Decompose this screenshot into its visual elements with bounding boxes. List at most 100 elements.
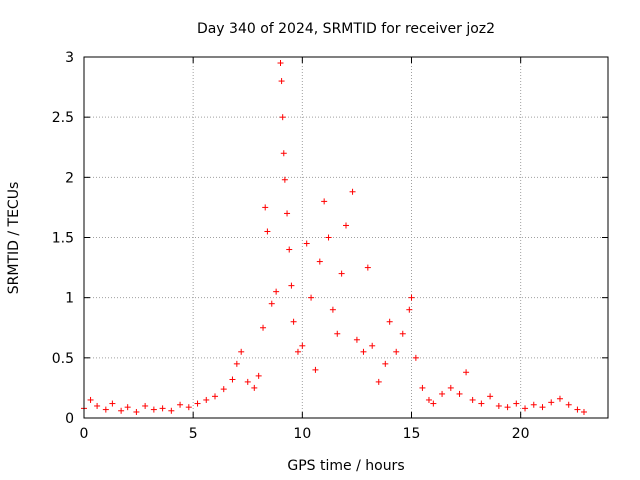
y-axis-label: SRMTID / TECUs	[6, 182, 22, 295]
data-point	[513, 400, 520, 407]
data-point	[251, 384, 258, 391]
data-point	[369, 342, 376, 349]
data-point	[556, 395, 563, 402]
data-point	[487, 393, 494, 400]
x-axis-label: GPS time / hours	[287, 458, 404, 474]
data-point	[294, 348, 301, 355]
data-point	[325, 234, 332, 241]
data-point	[303, 240, 310, 247]
data-point	[288, 282, 295, 289]
x-tick-label: 20	[512, 426, 530, 442]
data-point	[469, 396, 476, 403]
data-point	[386, 318, 393, 325]
data-point	[299, 342, 306, 349]
x-tick-label: 5	[189, 426, 198, 442]
y-tick-label: 2.5	[52, 110, 74, 126]
data-point	[262, 204, 269, 211]
data-point	[229, 376, 236, 383]
y-tick-label: 3	[65, 50, 74, 66]
data-point	[321, 198, 328, 205]
data-point	[316, 258, 323, 265]
data-point	[290, 318, 297, 325]
data-point	[580, 408, 587, 415]
data-points	[81, 60, 587, 415]
data-point	[338, 270, 345, 277]
data-point	[185, 404, 192, 411]
data-point	[312, 366, 319, 373]
data-point	[238, 348, 245, 355]
data-point	[456, 390, 463, 397]
data-point	[94, 402, 101, 409]
data-point	[278, 78, 285, 85]
data-point	[419, 384, 426, 391]
y-tick-label: 1	[65, 291, 74, 307]
data-point	[439, 390, 446, 397]
data-point	[425, 396, 432, 403]
data-point	[495, 402, 502, 409]
data-point	[353, 336, 360, 343]
data-point	[168, 407, 175, 414]
data-point	[412, 354, 419, 361]
x-tick-label: 15	[403, 426, 421, 442]
data-point	[109, 400, 116, 407]
data-point	[530, 401, 537, 408]
data-point	[102, 406, 109, 413]
data-point	[349, 188, 356, 195]
data-point	[159, 405, 166, 412]
data-point	[268, 300, 275, 307]
axis-ticks: 0 5 10 15 20 0 0.5 1 1.5 2 2.5 3	[52, 50, 608, 442]
data-point	[277, 60, 284, 67]
data-point	[478, 400, 485, 407]
data-point	[244, 378, 251, 385]
data-point	[280, 150, 287, 157]
chart-title: Day 340 of 2024, SRMTID for receiver joz…	[197, 21, 495, 37]
data-point	[408, 294, 415, 301]
data-point	[133, 408, 140, 415]
data-point	[233, 360, 240, 367]
x-tick-label: 0	[80, 426, 89, 442]
data-point	[203, 396, 210, 403]
data-point	[463, 369, 470, 376]
data-point	[87, 396, 94, 403]
data-point	[124, 404, 131, 411]
data-point	[565, 401, 572, 408]
data-point	[375, 378, 382, 385]
data-point	[118, 407, 125, 414]
y-tick-label: 1.5	[52, 231, 74, 247]
grid-lines	[84, 57, 608, 418]
data-point	[343, 222, 349, 229]
data-point	[399, 330, 406, 337]
data-point	[220, 386, 227, 393]
data-point	[194, 400, 201, 407]
data-point	[281, 176, 288, 183]
data-point	[447, 384, 454, 391]
data-point	[308, 294, 315, 301]
data-point	[406, 306, 413, 313]
data-point	[177, 401, 184, 408]
data-point	[430, 400, 437, 407]
data-point	[329, 306, 336, 313]
data-point	[142, 402, 149, 409]
data-point	[284, 210, 291, 217]
data-point	[279, 114, 286, 121]
data-point	[273, 288, 280, 295]
data-point	[286, 246, 293, 253]
y-tick-label: 0.5	[52, 351, 74, 367]
data-point	[539, 404, 546, 411]
data-point	[255, 372, 262, 379]
data-point	[260, 324, 267, 331]
data-point	[150, 406, 157, 413]
data-point	[522, 405, 529, 412]
data-point	[548, 399, 555, 406]
data-point	[212, 393, 218, 400]
data-point	[393, 348, 400, 355]
y-tick-label: 0	[65, 411, 74, 427]
data-point	[382, 360, 389, 367]
data-point	[504, 404, 511, 411]
data-point	[264, 228, 271, 235]
x-tick-label: 10	[293, 426, 311, 442]
data-point	[364, 264, 371, 271]
data-point	[360, 348, 367, 355]
